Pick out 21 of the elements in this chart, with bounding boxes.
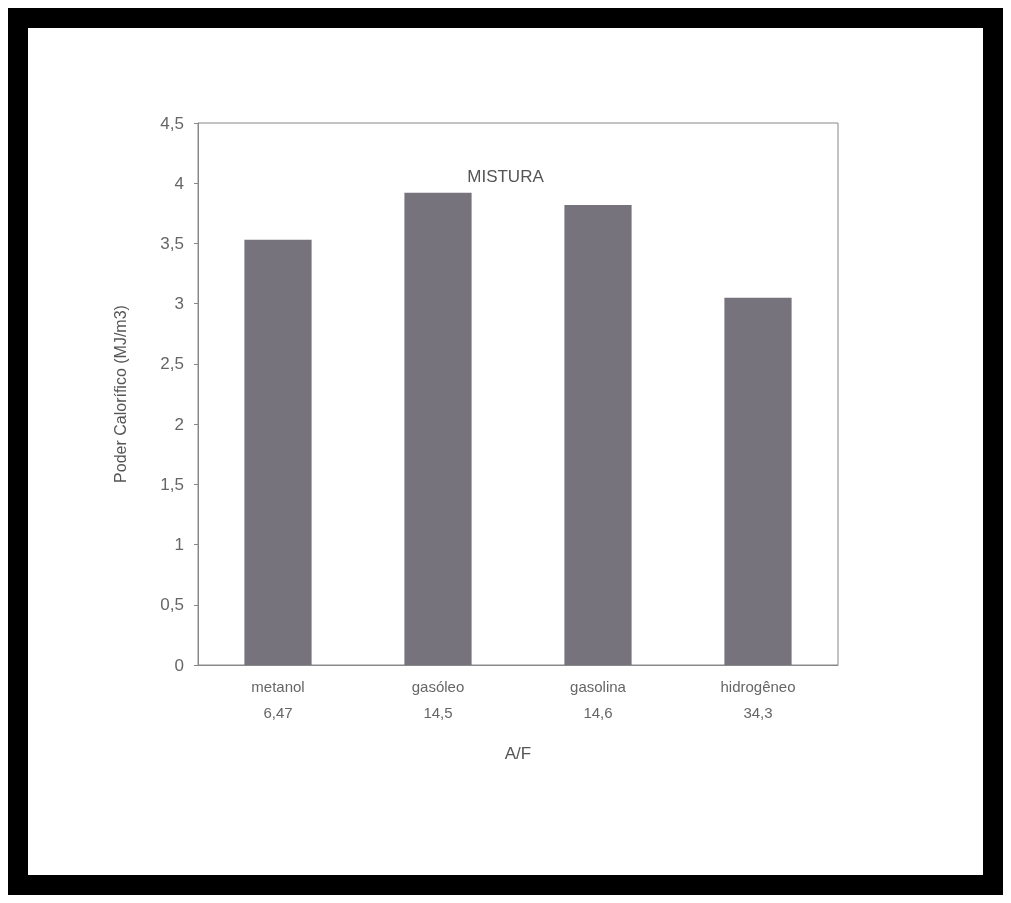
y-axis-title: Poder Calorífico (MJ/m3) bbox=[111, 305, 129, 483]
y-tick-label: 2 bbox=[174, 414, 184, 434]
y-tick-label: 3,5 bbox=[160, 233, 184, 253]
y-tick-label: 1 bbox=[174, 535, 184, 555]
y-tick-label: 4,5 bbox=[160, 113, 184, 133]
bar bbox=[244, 239, 312, 665]
y-tick-label: 2,5 bbox=[160, 354, 184, 374]
bar bbox=[564, 204, 632, 665]
x-tick-label: gasóleo 14,5 bbox=[411, 677, 465, 721]
text: MISTURA bbox=[467, 167, 545, 186]
y-tick-label: 1,5 bbox=[160, 474, 184, 494]
x-tick-label: gasolina 14,6 bbox=[570, 677, 627, 721]
x-tick-label: metanol 6,47 bbox=[251, 677, 305, 721]
bar bbox=[404, 192, 472, 665]
y-tick-label: 0 bbox=[174, 655, 184, 675]
y-tick-label: 3 bbox=[174, 294, 184, 314]
x-axis-title: A/F bbox=[504, 744, 532, 763]
x-tick-label: hidrogêneo 34,3 bbox=[720, 677, 796, 721]
y-tick-label: 0,5 bbox=[160, 595, 184, 615]
bar bbox=[724, 297, 792, 665]
y-tick-label: 4 bbox=[174, 173, 184, 193]
